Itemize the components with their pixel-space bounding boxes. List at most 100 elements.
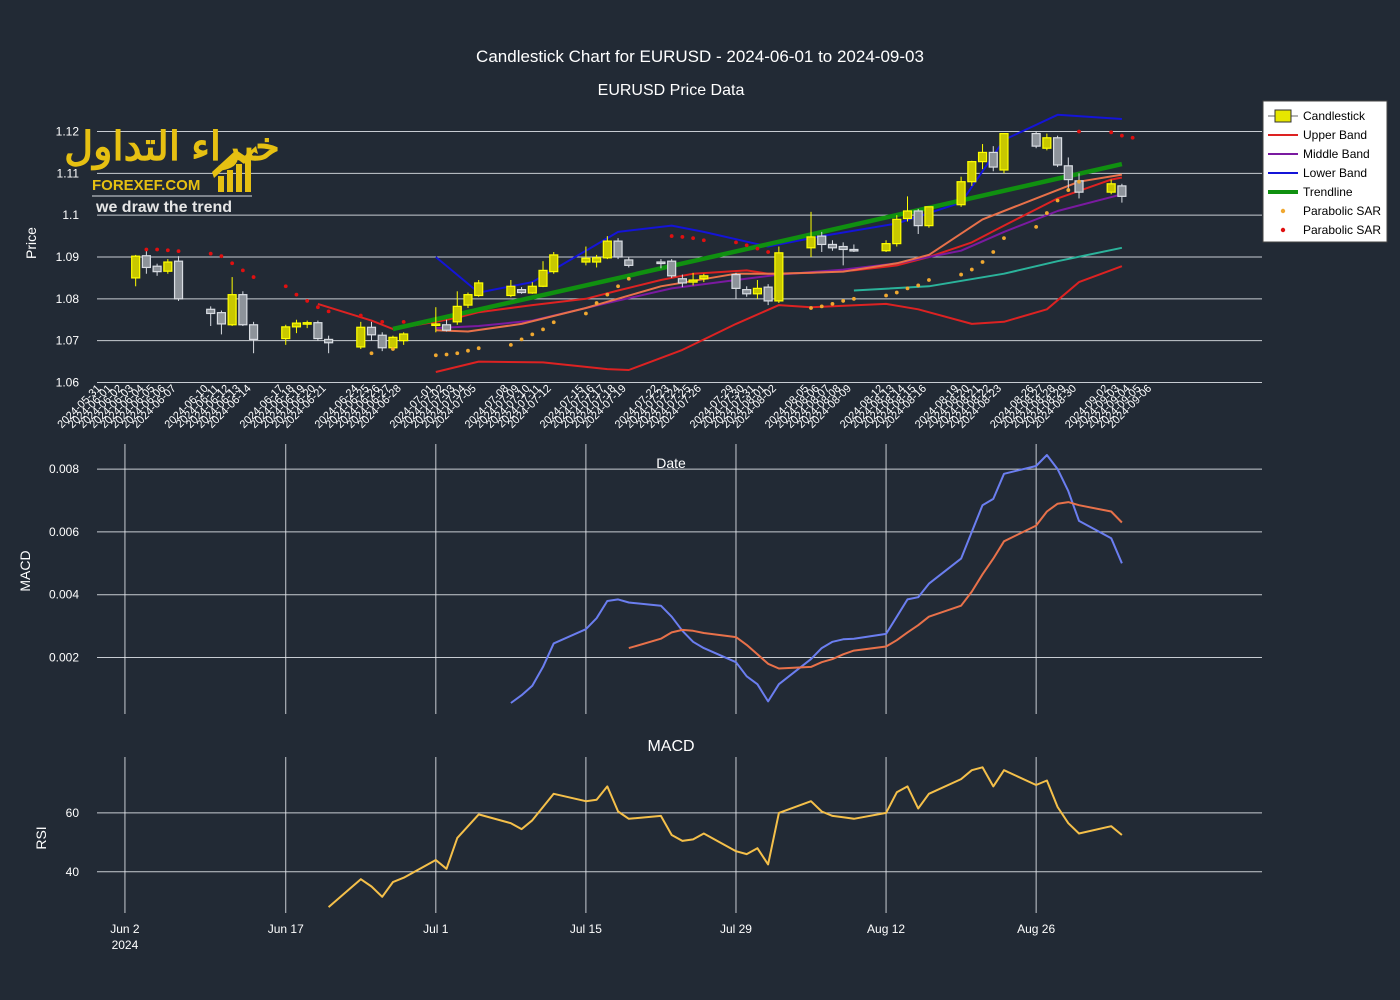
candle-body [956,181,966,206]
candle [516,287,527,294]
candle [1117,183,1127,203]
sar-dot-above [1109,130,1114,135]
candle [827,240,838,251]
candle [206,306,216,327]
candle-body [131,255,141,279]
sar-dot-below [476,346,481,351]
sar-dot-below [852,296,856,301]
sar-dot-below [927,278,931,282]
candle [356,321,366,350]
sar-dot-below [433,353,438,358]
candle [549,251,559,274]
candle-body [699,275,709,280]
candle-body [399,333,409,342]
candle-body [527,285,537,294]
candle-body [602,240,612,259]
candle-body [656,261,666,265]
rsi-tick-label: 40 [66,865,80,879]
candle-body [827,243,838,249]
candle-body [356,326,366,348]
candle [731,272,741,299]
candle-body [913,210,923,227]
time-tick-label: Jul 29 [720,922,752,936]
sar-dot-below [594,301,599,305]
price-tick-label: 1.09 [56,250,80,264]
candle-body [141,255,151,269]
chart-title: Candlestick Chart for EURUSD - 2024-06-0… [476,47,924,66]
candle [302,320,312,329]
signal-line [628,501,1123,670]
price-line-6 [853,246,1123,292]
price-tick-label: 1.06 [56,376,80,390]
candle-body [281,326,291,340]
candle-body [227,294,237,326]
legend-dot-icon [1280,227,1286,233]
sar-dot-below [508,342,513,347]
sar-dot-below [991,250,996,254]
legend-label: Parabolic SAR [1303,204,1381,218]
forexef-logo: خبراء التداول FOREXEF.COM we draw the tr… [64,125,280,216]
candle-body [538,269,548,287]
time-tick-label: Jun 2 [110,922,140,936]
sar-dot-below [809,306,813,310]
sar-dot-below [1034,224,1039,229]
candle-body [1052,137,1063,166]
candle [988,146,998,172]
sar-dot-above [401,319,406,324]
candle [752,280,763,299]
legend: Candlestick Upper Band Middle Band Lower Ba… [1262,100,1388,243]
sar-dot-above [744,243,749,248]
candle-body [967,161,977,183]
candle-body [163,261,173,272]
sar-dot-above [305,299,310,303]
candle [902,196,913,222]
sar-dot-above [766,250,771,254]
candle-body [902,210,913,220]
candle-body [431,323,441,327]
candle [1074,173,1084,199]
sar-dot-below [894,290,899,295]
candle [881,240,891,252]
time-tick-label: Aug 12 [867,922,905,936]
sar-dot-above [283,284,288,289]
candle-body [516,289,527,294]
sar-dot-above [219,254,224,259]
candle-body [988,151,998,168]
candle [667,259,677,278]
candle [538,261,548,288]
candle [624,257,634,268]
sar-dot-below [519,337,524,342]
sar-dot-above [669,234,674,238]
legend-label: Lower Band [1303,166,1367,180]
price-line-7 [392,161,1123,332]
rsi-tick-label: 60 [66,806,80,820]
macd-tick-label: 0.008 [49,462,79,476]
sar-dot-below [616,284,620,289]
candle [238,291,248,327]
candle-body [592,257,602,263]
sar-dot-below [530,332,535,337]
sar-dot-above [176,249,181,254]
candle [1106,179,1116,195]
time-tick-label: Jul 15 [570,922,602,936]
candle [506,280,516,298]
candle-body [152,265,162,273]
candle-body [742,289,752,295]
candle [763,284,773,306]
candle [967,160,977,186]
candle [602,236,612,260]
macd-tick-label: 0.006 [49,525,79,539]
price-tick-label: 1.07 [56,334,80,348]
candle-body [441,324,452,331]
candle-body [1031,132,1041,147]
candle-body [806,236,816,249]
rsi-line [327,766,1123,908]
candle-body [881,243,891,252]
legend-label: Parabolic SAR [1303,223,1381,237]
candle-body [977,151,988,163]
candle [977,144,988,170]
candle-body [624,259,634,266]
rsi-panel: Jun 2 Jun 17 Jul 1 Jul 15 Jul 29 Aug 12 Aug 26… [33,757,1262,952]
candle [817,231,827,252]
